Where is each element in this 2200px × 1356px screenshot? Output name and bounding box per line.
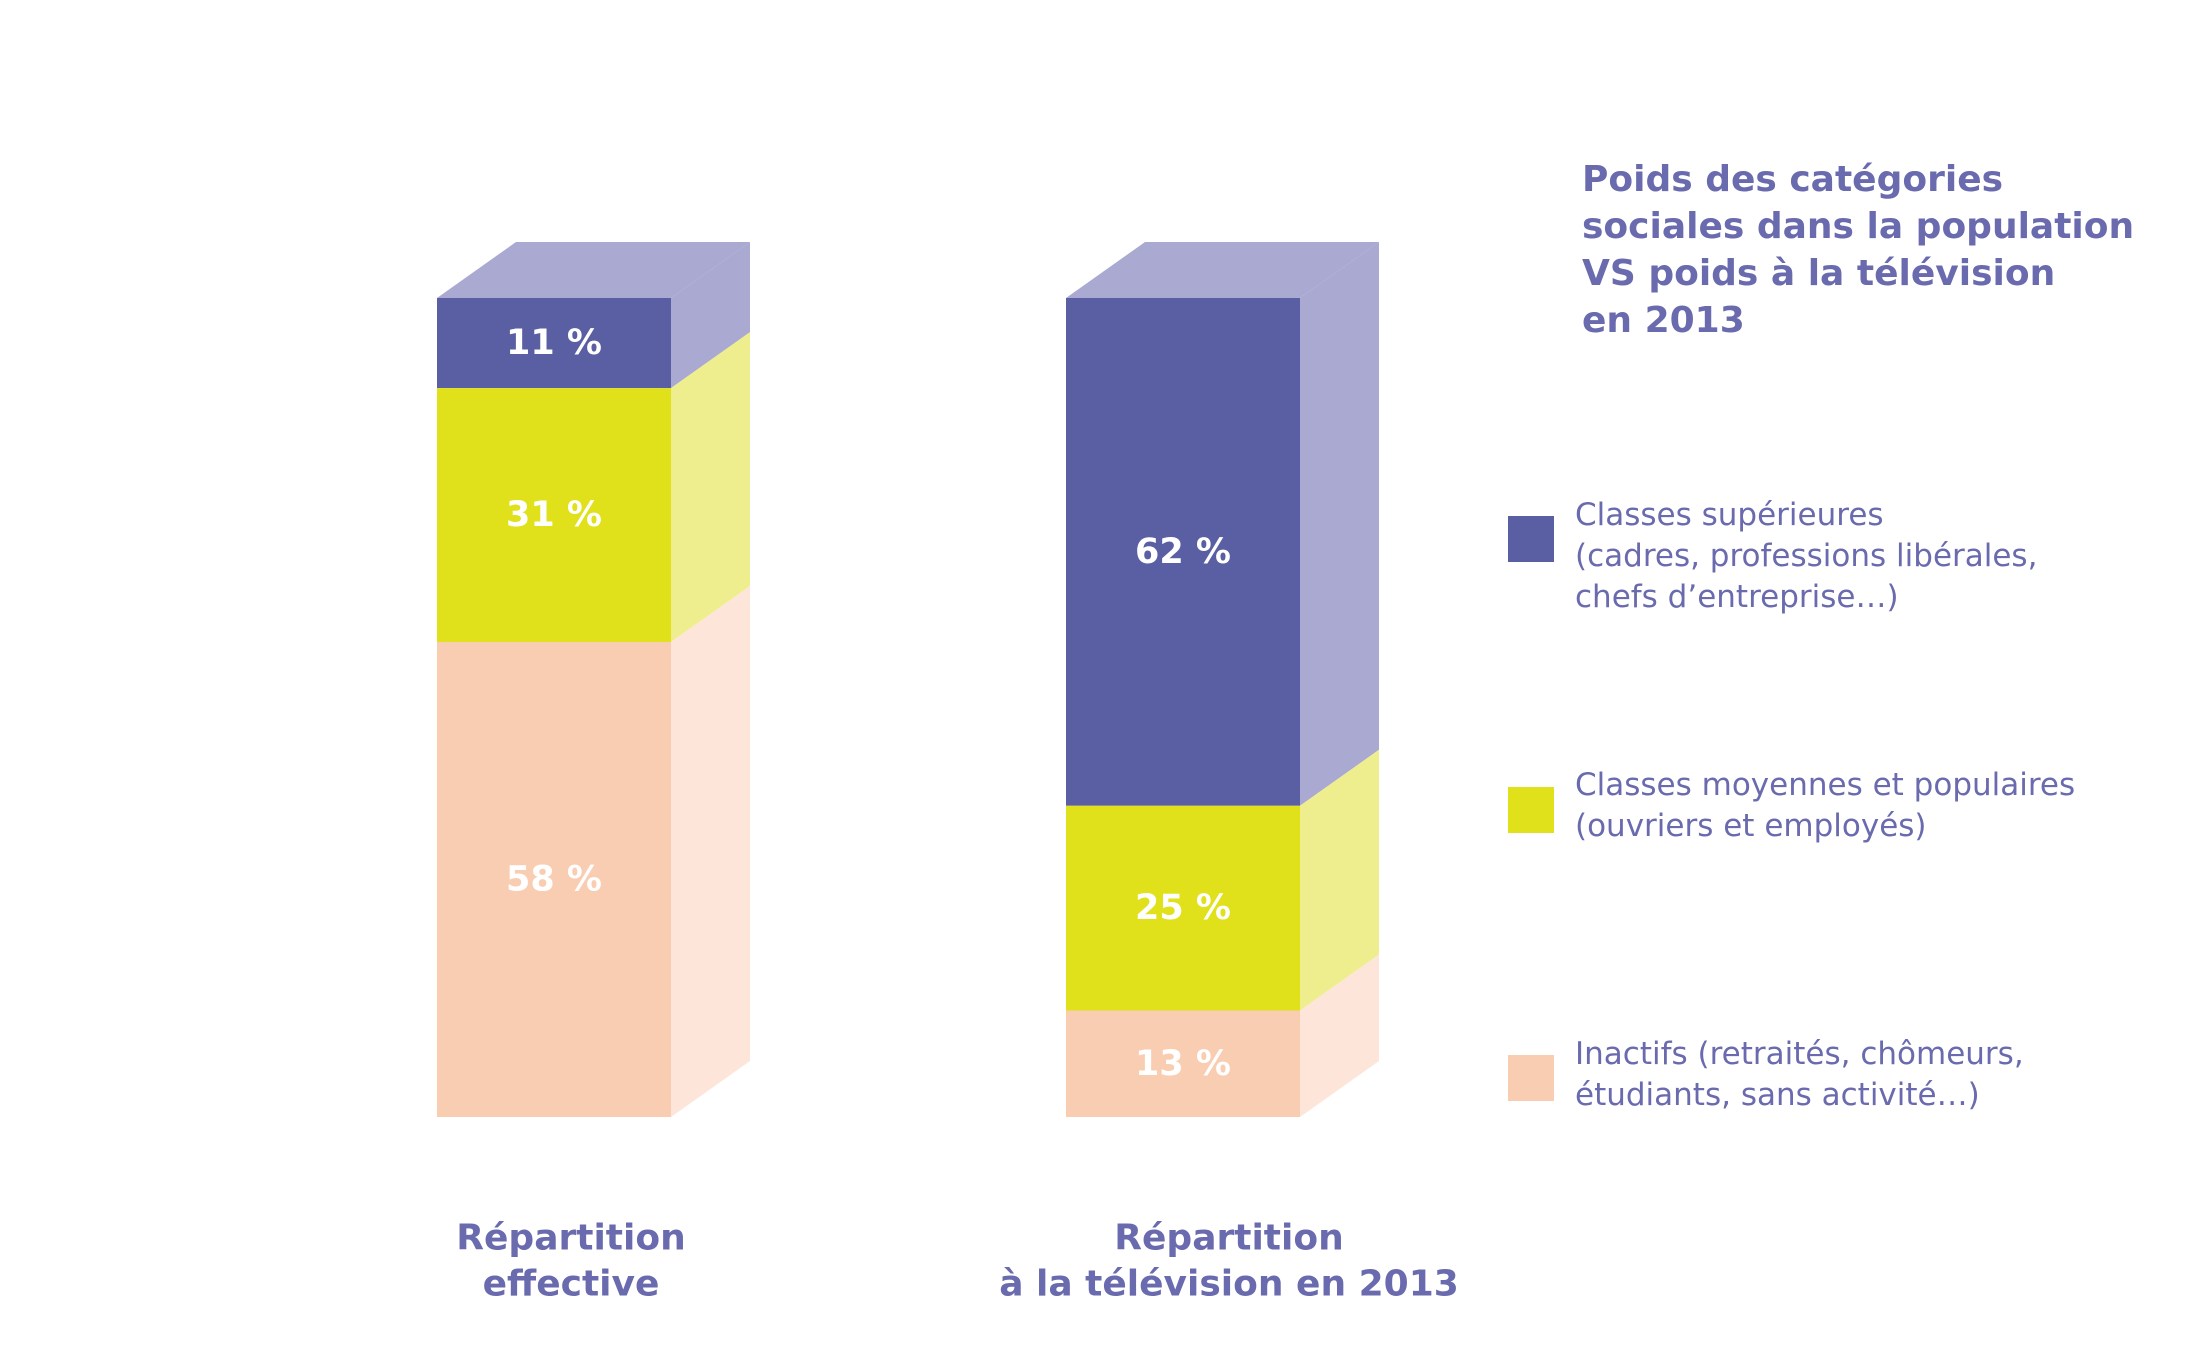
legend-swatch (1508, 1055, 1554, 1101)
data-label: 25 % (1135, 888, 1231, 928)
legend-text-line: (cadres, professions libérales, (1575, 538, 2038, 574)
chart-title-line: sociales dans la population (1582, 206, 2135, 247)
legend-swatch (1508, 787, 1554, 833)
bars-layer: 11 % 31 % 58 % 62 % 25 % 13 % (437, 242, 1379, 1117)
data-label: 62 % (1135, 532, 1231, 572)
bar-side-classes-sup-rieures (671, 242, 750, 389)
category-label: Répartition (456, 1218, 685, 1259)
legend-text-line: (ouvriers et employés) (1575, 808, 1927, 844)
bar-side-classes-moyennes-et-populaires (671, 332, 750, 642)
data-label: 31 % (506, 495, 602, 535)
data-label: 11 % (506, 323, 602, 363)
data-label: 58 % (506, 859, 602, 899)
chart-title: Poids des catégories sociales dans la po… (1582, 156, 2142, 344)
bar-segment-classes-moyennes-et-populaires (437, 388, 671, 642)
legend-swatch (1508, 516, 1554, 562)
chart-title-line: Poids des catégories (1582, 159, 2004, 200)
bar-side-inactifs (671, 585, 750, 1117)
category-label: Répartition (1114, 1218, 1343, 1259)
legend-text-line: étudiants, sans activité…) (1575, 1077, 1980, 1113)
bar-side-classes-moyennes-et-populaires (1300, 749, 1379, 1011)
legend-text-line: Classes supérieures (1575, 497, 1884, 533)
bar-segment-classes-sup-rieures (1066, 298, 1300, 806)
bar-side-inactifs (1300, 954, 1379, 1117)
category-label: à la télévision en 2013 (999, 1264, 1459, 1305)
legend-text-line: chefs d’entreprise…) (1575, 579, 1899, 615)
category-label: effective (483, 1264, 660, 1305)
category-labels: Répartition effective Répartition à la télé… (456, 1218, 1459, 1305)
legend-text: Classes supérieures (cadres, professions… (1575, 495, 2165, 618)
data-label: 13 % (1135, 1044, 1231, 1084)
bar-segment-inactifs (1066, 1010, 1300, 1117)
bar-top-face (1066, 242, 1379, 298)
chart-title-line: en 2013 (1582, 300, 1745, 341)
legend-text: Inactifs (retraités, chômeurs, étudiants… (1575, 1034, 2165, 1116)
bar-side-classes-sup-rieures (1300, 242, 1379, 806)
bar-segment-classes-moyennes-et-populaires (1066, 805, 1300, 1011)
legend-text-line: Classes moyennes et populaires (1575, 767, 2076, 803)
bar-top-face (437, 242, 750, 298)
legend-text: Classes moyennes et populaires (ouvriers… (1575, 765, 2165, 847)
chart-title-line: VS poids à la télévision (1582, 253, 2056, 294)
bar-segment-classes-sup-rieures (437, 298, 671, 389)
legend-text-line: Inactifs (retraités, chômeurs, (1575, 1036, 2024, 1072)
bar-segment-inactifs (437, 641, 671, 1117)
